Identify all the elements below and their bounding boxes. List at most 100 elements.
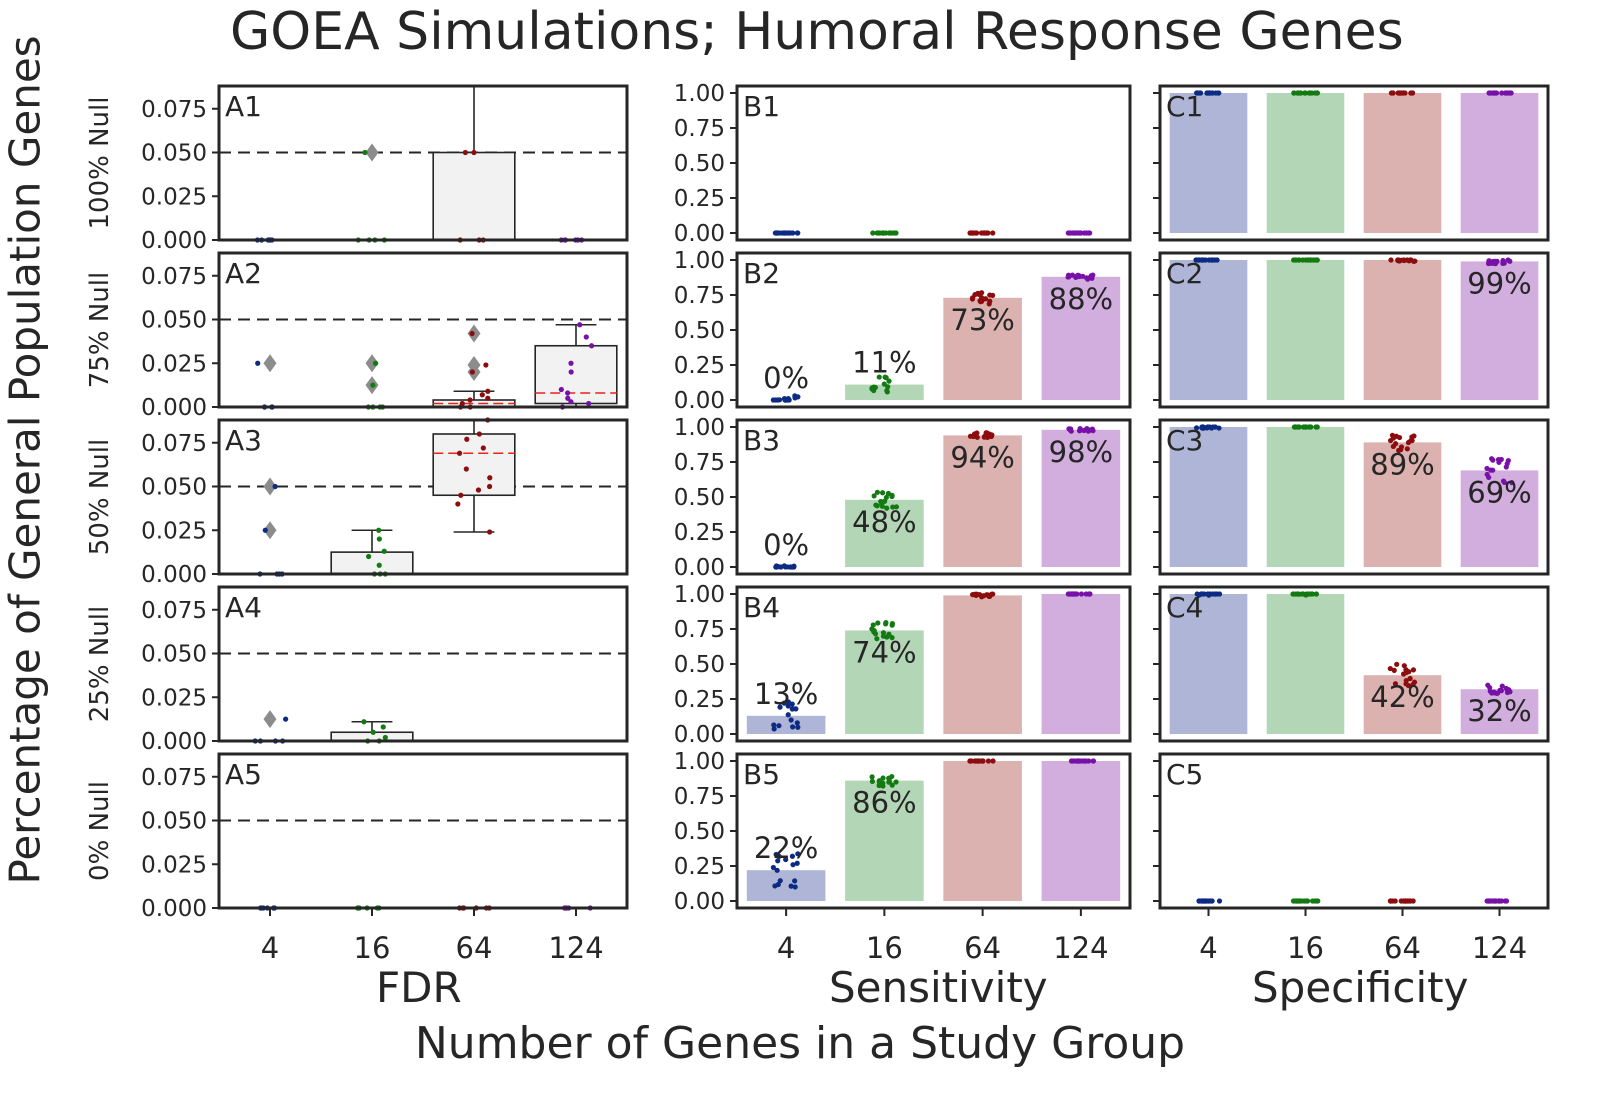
- data-point: [469, 330, 475, 337]
- bar: [1041, 761, 1121, 901]
- data-point: [771, 722, 777, 728]
- data-point: [775, 858, 781, 864]
- value-label: 98%: [1049, 435, 1113, 469]
- data-point: [1392, 681, 1399, 687]
- y-tick-label: 0.050: [141, 475, 207, 501]
- data-point: [1296, 591, 1302, 597]
- panel-frame: [1158, 752, 1550, 910]
- y-tick-label: 0.000: [141, 562, 207, 588]
- data-point: [774, 867, 780, 873]
- data-point: [1398, 444, 1405, 450]
- bar: [845, 499, 924, 567]
- panel-frame: [217, 251, 629, 409]
- data-point: [380, 724, 386, 730]
- data-point: [1411, 679, 1418, 685]
- data-point: [1404, 257, 1410, 263]
- bar: [1363, 675, 1442, 734]
- y-tick-label: 0.50: [674, 318, 725, 344]
- data-point: [1406, 669, 1412, 675]
- data-point: [1307, 90, 1313, 96]
- data-point: [786, 230, 792, 236]
- data-point: [577, 322, 583, 328]
- value-label: 11%: [852, 346, 916, 380]
- data-point: [990, 230, 996, 236]
- bar: [943, 595, 1022, 734]
- y-tick-label: 0.50: [674, 819, 725, 845]
- y-tick-label: 0.25: [674, 353, 725, 379]
- data-point: [376, 562, 382, 568]
- panel-frame: [1158, 251, 1550, 409]
- data-point: [1388, 898, 1394, 904]
- panel-c2: 99% C2: [1153, 251, 1550, 409]
- data-point: [1498, 898, 1505, 904]
- data-point: [890, 504, 896, 510]
- value-label: 73%: [950, 303, 1014, 337]
- data-point: [792, 878, 798, 884]
- y-tick-label: 0.00: [674, 555, 725, 581]
- data-point: [1491, 90, 1497, 96]
- data-point: [982, 296, 989, 302]
- box-outlier: [365, 143, 379, 162]
- data-point: [463, 466, 469, 472]
- data-point: [889, 622, 895, 628]
- data-point: [1209, 257, 1215, 263]
- panel-a1: 0.000 0.025 0.050 0.075 A1 100% Null: [85, 84, 629, 254]
- data-point: [558, 386, 564, 393]
- panel-label: A2: [225, 257, 262, 290]
- column-a-label: FDR: [376, 963, 462, 1012]
- y-tick-label: 1.00: [674, 81, 725, 107]
- data-point: [1296, 898, 1302, 904]
- data-point: [1297, 90, 1304, 96]
- data-point: [272, 483, 278, 490]
- data-point: [981, 434, 987, 440]
- data-point: [1292, 424, 1298, 430]
- data-point: [789, 701, 795, 707]
- panel-b4: 0.00 0.25 0.50 0.75 1.00 13% 74% B4: [674, 582, 1132, 748]
- value-label: 13%: [754, 677, 818, 711]
- data-point: [456, 450, 463, 456]
- data-point: [1489, 690, 1495, 696]
- x-tick-label: 64: [964, 931, 1001, 965]
- data-point: [1076, 758, 1082, 764]
- panel-frame: [1158, 585, 1550, 743]
- data-point: [1314, 90, 1320, 96]
- row-label: 25% Null: [85, 606, 115, 722]
- data-point: [776, 853, 782, 859]
- data-point: [1196, 90, 1202, 96]
- y-tick-label: 1.00: [674, 749, 725, 775]
- data-point: [1290, 591, 1296, 597]
- y-tick-label: 0.025: [141, 184, 207, 210]
- data-point: [1508, 90, 1514, 96]
- row-label: 50% Null: [85, 439, 115, 555]
- data-point: [458, 492, 464, 498]
- panel-c5: C5 4 16 64 124: [1153, 752, 1550, 965]
- data-point: [1306, 424, 1312, 430]
- data-point: [588, 343, 595, 349]
- value-label: 94%: [950, 440, 1014, 474]
- y-tick-label: 0.75: [674, 283, 725, 309]
- data-point: [1213, 90, 1219, 96]
- data-point: [1401, 671, 1407, 677]
- data-point: [1200, 898, 1206, 904]
- y-tick-label: 1.00: [674, 582, 725, 608]
- data-point: [1484, 471, 1490, 478]
- x-tick-label: 4: [777, 931, 795, 965]
- bar: [1460, 261, 1539, 400]
- value-label: 0%: [763, 528, 809, 562]
- data-point: [464, 436, 470, 442]
- data-point: [1410, 667, 1417, 673]
- data-point: [1490, 457, 1496, 463]
- bar: [746, 715, 826, 734]
- data-point: [775, 397, 781, 403]
- panel-b5: 0.00 0.25 0.50 0.75 1.00 22% 86% B5 4 16 64 124: [674, 749, 1132, 965]
- value-label: 69%: [1467, 475, 1531, 509]
- panel-frame: [735, 752, 1132, 910]
- y-tick-label: 0.75: [674, 116, 725, 142]
- panel-b3: 0.00 0.25 0.50 0.75 1.00 0% 48% 94% 98% B3: [674, 415, 1132, 581]
- data-point: [869, 778, 875, 784]
- data-point: [874, 230, 880, 236]
- data-point: [1495, 457, 1502, 463]
- data-point: [376, 527, 382, 533]
- data-point: [1290, 898, 1297, 904]
